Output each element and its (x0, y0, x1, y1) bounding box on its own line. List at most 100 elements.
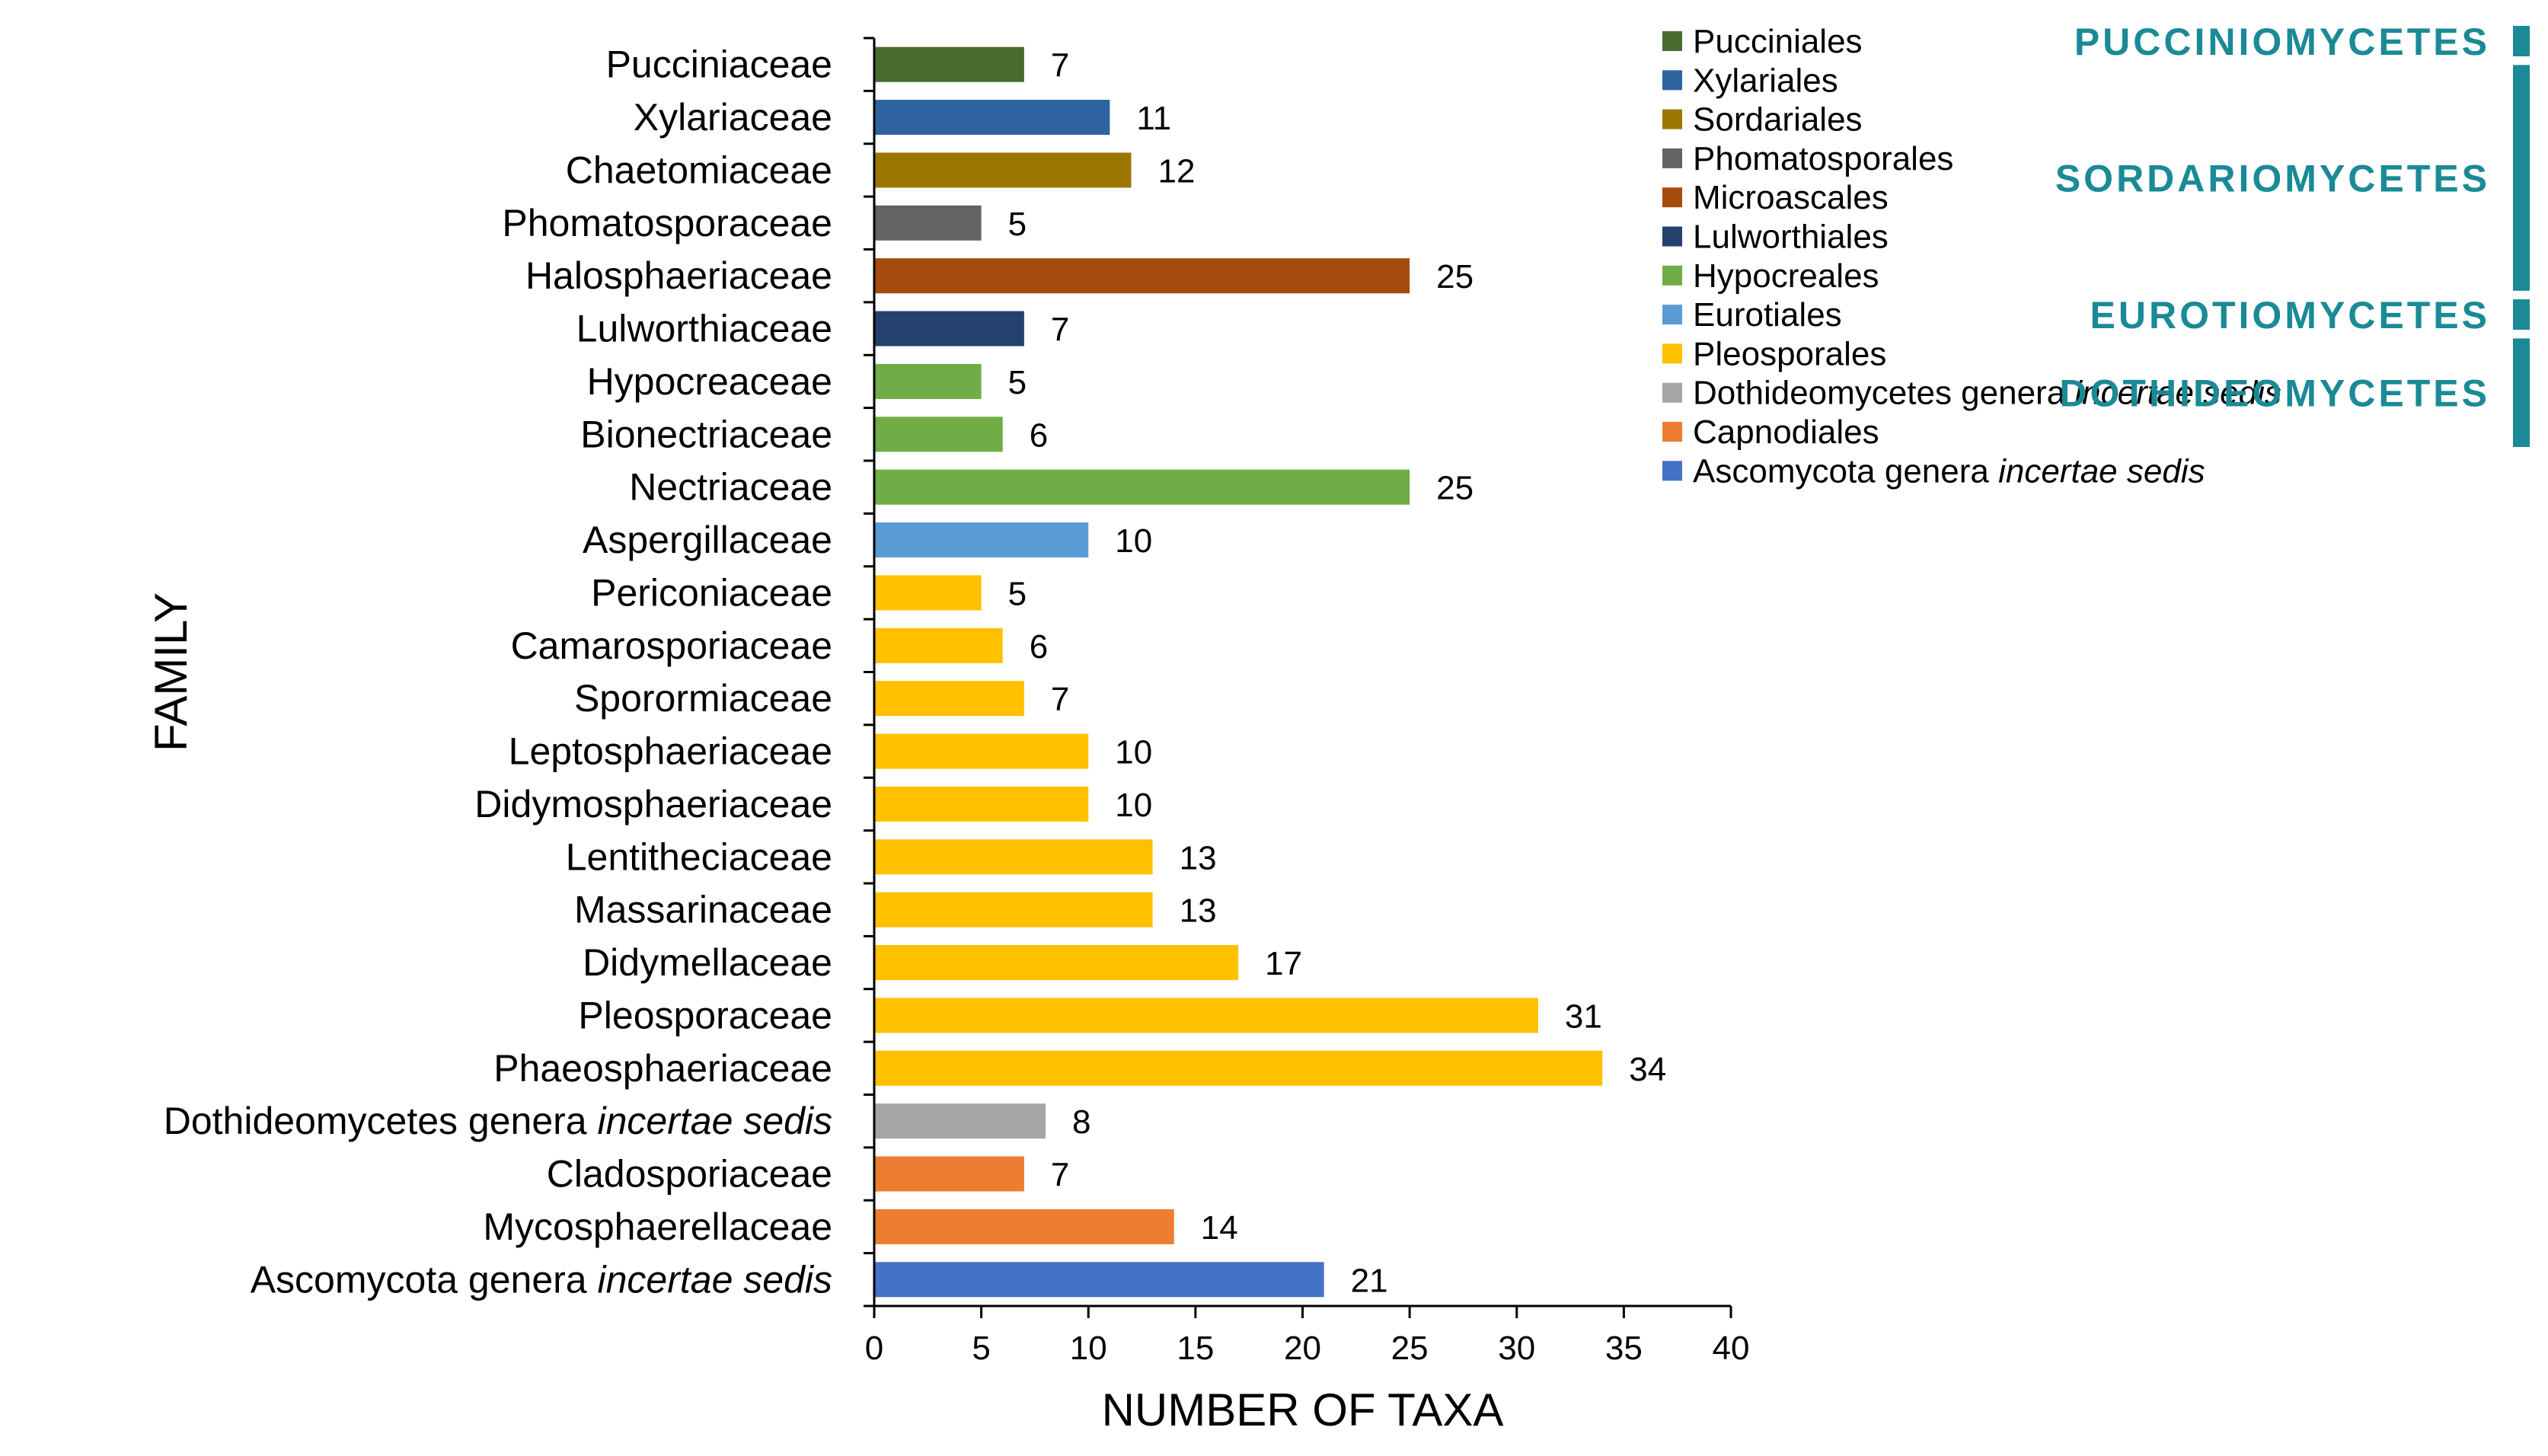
value-label: 11 (1136, 100, 1171, 137)
bar-pucciniaceae (874, 46, 1024, 82)
value-label: 34 (1629, 1051, 1666, 1088)
category-label-text: Xylariaceae (634, 96, 832, 139)
category-label: Phomatosporaceae (502, 202, 832, 244)
legend-label-text: Ascomycota genera (1693, 452, 1998, 490)
class-bracket (2513, 26, 2530, 56)
legend-label-text: Xylariales (1693, 62, 1838, 99)
category-label: Pucciniaceae (606, 43, 832, 86)
bar-lulworthiaceae (874, 311, 1024, 346)
legend-label-text: Microascales (1693, 179, 1889, 216)
bar-ascomycota-genera-incertae-sedis (874, 1262, 1324, 1298)
value-label: 8 (1072, 1103, 1090, 1141)
category-label-text: Nectriaceae (629, 466, 832, 509)
legend-label-text: Dothideomycetes genera (1693, 375, 2074, 412)
bar-massarinaceae (874, 892, 1153, 928)
value-label: 10 (1115, 522, 1152, 560)
bar-lentitheciaceae (874, 839, 1153, 875)
legend-label-italic: incertae sedis (1998, 452, 2205, 490)
legend-label: Pucciniales (1693, 23, 1863, 60)
class-label: PUCCINIOMYCETES (2074, 21, 2490, 63)
legend-label: Microascales (1693, 179, 1889, 216)
category-label-text: Phaeosphaeriaceae (493, 1047, 832, 1090)
legend-label: Pleosporales (1693, 335, 1886, 372)
category-label-text: Dothideomycetes genera (164, 1100, 598, 1142)
value-label: 25 (1436, 258, 1474, 295)
value-label: 10 (1115, 734, 1152, 771)
legend-label: Capnodiales (1693, 413, 1879, 451)
value-label: 17 (1265, 945, 1302, 982)
x-tick-label: 10 (1070, 1330, 1107, 1367)
category-label: Pleosporaceae (578, 994, 832, 1036)
bar-periconiaceae (874, 575, 982, 611)
value-label: 14 (1201, 1209, 1238, 1247)
legend-label: Eurotiales (1693, 296, 1842, 334)
category-label: Periconiaceae (591, 571, 832, 614)
class-label: EUROTIOMYCETES (2090, 294, 2490, 337)
bar-phomatosporaceae (874, 205, 982, 241)
value-label: 25 (1436, 470, 1474, 507)
category-label: Didymellaceae (583, 941, 832, 984)
category-label: Nectriaceae (629, 466, 832, 509)
x-tick-label: 30 (1498, 1330, 1535, 1367)
class-label: SORDARIOMYCETES (2055, 158, 2490, 200)
bar-didymosphaeriaceae (874, 786, 1089, 822)
x-tick-label: 5 (972, 1330, 990, 1367)
category-label-text: Pleosporaceae (578, 994, 832, 1036)
legend-swatch (1662, 31, 1682, 51)
x-tick-label: 0 (865, 1330, 883, 1367)
x-tick-label: 25 (1391, 1330, 1429, 1367)
category-label-text: Pucciniaceae (606, 43, 832, 86)
category-label: Phaeosphaeriaceae (493, 1047, 832, 1090)
legend-swatch (1662, 70, 1682, 91)
bar-halosphaeriaceae (874, 258, 1410, 294)
category-label-text: Lulworthiaceae (576, 308, 832, 350)
category-label: Hypocreaceae (587, 360, 832, 403)
category-label-italic: incertae sedis (598, 1258, 833, 1301)
bar-bionectriaceae (874, 417, 1003, 452)
category-label-text: Bionectriaceae (580, 413, 832, 455)
category-label-text: Massarinaceae (574, 889, 832, 931)
legend-swatch (1662, 422, 1682, 442)
bar-aspergillaceae (874, 522, 1089, 558)
legend-swatch (1662, 343, 1682, 364)
bar-pleosporaceae (874, 998, 1538, 1033)
legend-label-italic: incertae sedis (2074, 375, 2281, 412)
legend-label-text: Eurotiales (1693, 296, 1842, 334)
legend-label: Dothideomycetes genera incertae sedis (1693, 375, 2281, 412)
x-tick-label: 15 (1177, 1330, 1214, 1367)
category-label: Cladosporiaceae (547, 1153, 832, 1196)
value-label: 10 (1115, 787, 1152, 824)
value-label: 31 (1565, 998, 1602, 1035)
category-label: Xylariaceae (634, 96, 832, 139)
class-bracket (2513, 338, 2530, 447)
x-tick-label: 35 (1605, 1330, 1643, 1367)
value-label: 7 (1051, 1157, 1069, 1194)
category-label-text: Didymellaceae (583, 941, 832, 984)
y-axis-title: FAMILY (145, 592, 196, 752)
category-label: Aspergillaceae (583, 519, 832, 561)
bar-sporormiaceae (874, 681, 1024, 717)
legend-label-text: Pucciniales (1693, 23, 1863, 60)
bar-cladosporiaceae (874, 1156, 1024, 1192)
category-label-text: Sporormiaceae (574, 677, 832, 720)
category-label-text: Periconiaceae (591, 571, 832, 614)
legend-label: Hypocreales (1693, 257, 1879, 295)
value-label: 5 (1008, 575, 1027, 612)
legend-swatch (1662, 187, 1682, 208)
category-label-italic: incertae sedis (598, 1100, 833, 1142)
value-label: 7 (1051, 681, 1069, 718)
bar-leptosphaeriaceae (874, 733, 1089, 769)
category-label: Ascomycota genera incertae sedis (251, 1258, 832, 1301)
category-label-text: Leptosphaeriaceae (509, 730, 832, 773)
bar-camarosporiaceae (874, 627, 1003, 663)
category-label: Mycosphaerellaceae (483, 1205, 832, 1248)
legend-swatch (1662, 226, 1682, 247)
category-label-text: Ascomycota genera (251, 1258, 598, 1301)
category-label: Camarosporiaceae (511, 624, 832, 667)
bar-mycosphaerellaceae (874, 1209, 1174, 1244)
x-tick-label: 20 (1284, 1330, 1321, 1367)
category-label-text: Chaetomiaceae (566, 148, 832, 191)
value-label: 12 (1158, 152, 1196, 190)
legend-swatch (1662, 148, 1682, 168)
